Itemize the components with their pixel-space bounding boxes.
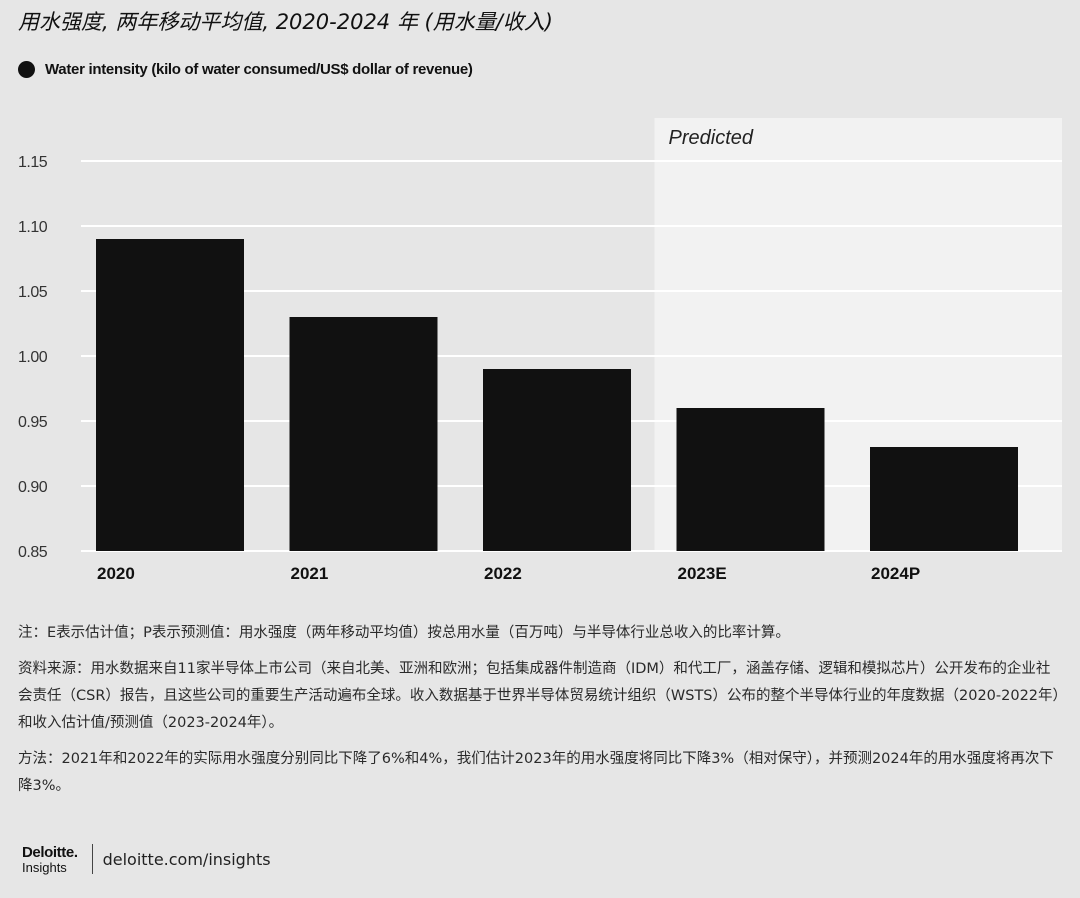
y-tick-label: 1.15 (18, 154, 48, 171)
legend-marker (18, 61, 35, 78)
footer: Deloitte. Insights deloitte.com/insights (22, 844, 271, 874)
bar-2023e (676, 408, 825, 551)
x-tick-label: 2021 (291, 564, 329, 583)
predicted-label: Predicted (669, 127, 754, 149)
bar-2022 (483, 369, 631, 551)
legend-label: Water intensity (kilo of water consumed/… (45, 61, 473, 78)
bar-2020 (96, 239, 244, 551)
logo-dot: . (73, 843, 78, 861)
bar-chart: Predicted 1.15 1.10 1.05 1.00 0.95 0.90 0.85 202… (18, 118, 1062, 583)
x-tick-label: 2024P (871, 564, 920, 583)
note-text: 注：E表示估计值；P表示预测值：用水强度（两年移动平均值）按总用水量（百万吨）与… (18, 625, 790, 641)
deloitte-insights-logo[interactable]: Deloitte. Insights (22, 845, 78, 874)
y-tick-label: 0.90 (18, 479, 48, 496)
logo-wordmark: Deloitte (22, 843, 74, 861)
legend: Water intensity (kilo of water consumed/… (18, 61, 473, 78)
source-text: 资料来源：用水数据来自11家半导体上市公司（来自北美、亚洲和欧洲；包括集成器件制… (18, 661, 1060, 731)
x-tick-label: 2020 (97, 564, 135, 583)
footer-link[interactable]: deloitte.com/insights (102, 849, 271, 869)
bar-2024p (870, 447, 1018, 551)
footer-divider (91, 844, 93, 874)
y-tick-label: 1.05 (18, 284, 48, 301)
chart-title: 用水强度, 两年移动平均值, 2020-2024 年 (用水量/收入) (18, 10, 553, 34)
method-text: 方法：2021年和2022年的实际用水强度分别同比下降了6%和4%，我们估计20… (18, 751, 1054, 794)
x-tick-label: 2022 (484, 564, 522, 583)
y-tick-label: 1.00 (18, 349, 48, 366)
y-tick-label: 1.10 (18, 219, 48, 236)
y-tick-label: 0.95 (18, 414, 48, 431)
y-tick-label: 0.85 (18, 544, 48, 561)
bar-2021 (289, 317, 438, 551)
notes-section: 注：E表示估计值；P表示预测值：用水强度（两年移动平均值）按总用水量（百万吨）与… (18, 620, 1063, 809)
x-tick-label: 2023E (678, 564, 727, 583)
logo-subtitle: Insights (22, 859, 67, 875)
